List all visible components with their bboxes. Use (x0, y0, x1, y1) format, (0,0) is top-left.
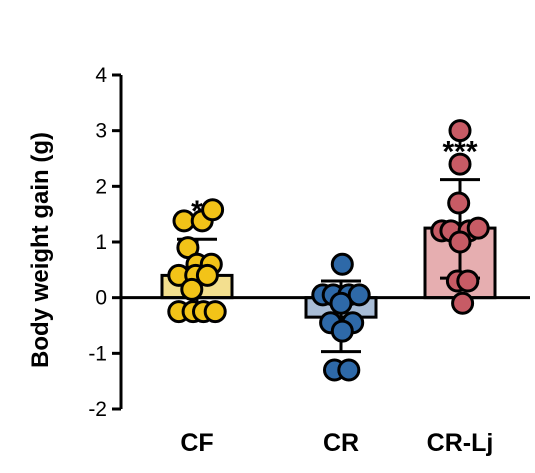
data-point-cr-10 (337, 358, 361, 382)
data-point-cr-5 (329, 291, 353, 315)
x-tick-label-cr-lj: CR-Lj (427, 429, 494, 457)
data-point-cr-4 (347, 283, 371, 307)
y-tick-label: 0 (95, 287, 107, 310)
data-point-cr-0 (330, 252, 354, 276)
x-tick-label-cr: CR (323, 429, 359, 457)
data-point-cf-9 (180, 277, 204, 301)
data-point-cf-2 (201, 198, 225, 222)
y-tick-label: -1 (88, 342, 107, 365)
data-point-cr-lj-2 (447, 191, 471, 215)
labels-layer: CF * CR CR-Lj *** (180, 136, 493, 457)
data-point-cr-lj-7 (448, 230, 472, 254)
y-tick-label: 1 (95, 231, 107, 254)
y-tick-label: 2 (95, 175, 107, 198)
y-axis-label: Body weight gain (g) (27, 132, 54, 368)
y-tick-label: -2 (88, 398, 107, 421)
data-point-cr-lj-9 (456, 269, 480, 293)
data-point-cr-lj-6 (466, 216, 490, 240)
data-point-cr-lj-1 (448, 152, 472, 176)
data-point-cf-13 (203, 300, 227, 324)
y-axis: -2 -1 0 1 2 3 4 (88, 64, 123, 421)
data-point-cr-8 (330, 319, 354, 343)
significance-cf: * (191, 195, 203, 228)
data-point-cr-lj-0 (448, 119, 472, 143)
y-tick-label: 4 (95, 64, 107, 87)
points-layer (167, 119, 490, 382)
x-tick-label-cf: CF (180, 429, 213, 457)
data-point-cf-8 (195, 263, 219, 287)
y-tick-label: 3 (95, 120, 107, 143)
data-point-cr-lj-10 (451, 291, 475, 315)
significance-cr-lj: *** (442, 136, 477, 169)
